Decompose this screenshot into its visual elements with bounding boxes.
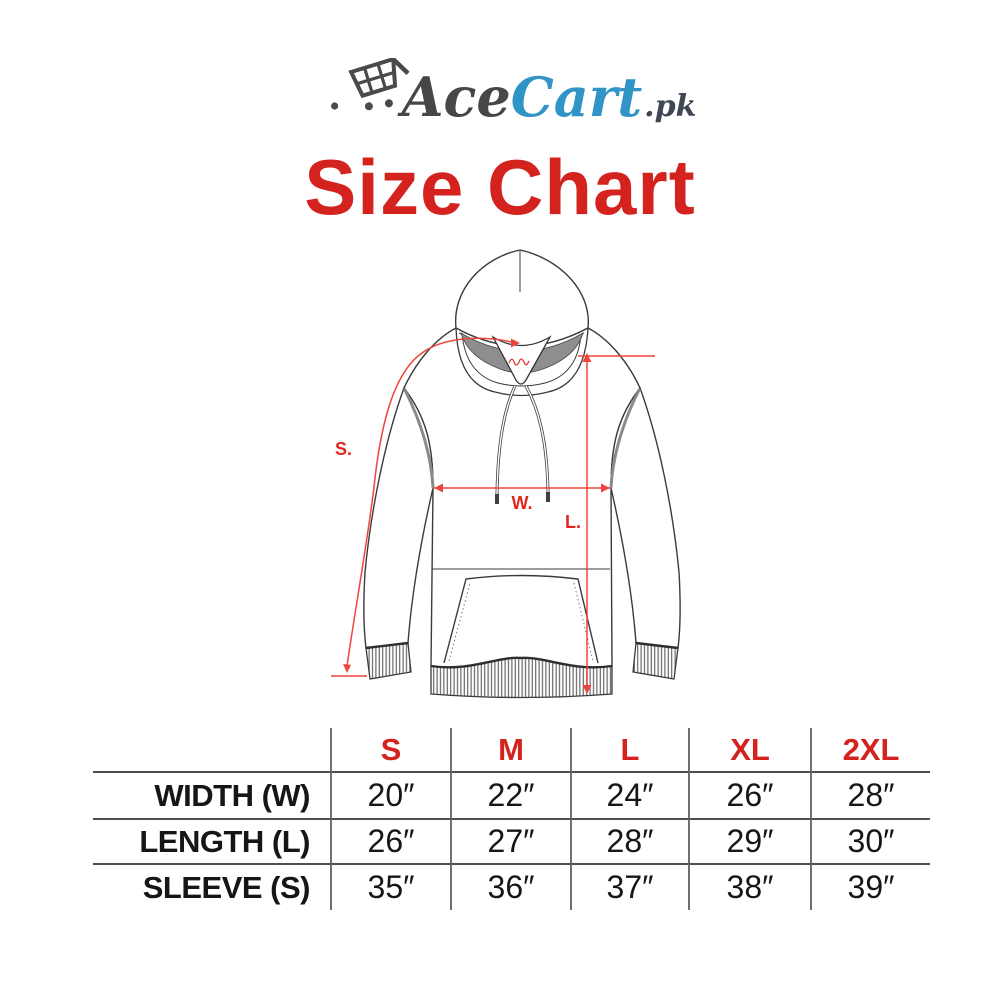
size-table: S M L XL 2XL WIDTH (W) 20″ 22″ 24″ 26″ 2… [93, 728, 930, 910]
table-cell: 35″ [332, 863, 452, 910]
hoodie-measurement-diagram: S. W. L. [331, 249, 681, 699]
table-cell: 39″ [812, 863, 930, 910]
row-label-sleeve: SLEEVE (S) [93, 863, 332, 910]
width-measure-label: W. [512, 493, 533, 513]
table-cell: 28″ [812, 771, 930, 818]
table-cell: 22″ [452, 771, 572, 818]
table-cell: 26″ [332, 818, 452, 863]
hoodie-drawstrings [495, 385, 550, 504]
brand-tld: .pk [644, 89, 697, 124]
table-cell: 30″ [812, 818, 930, 863]
col-header-2xl: 2XL [842, 731, 900, 767]
table-cell: 29″ [690, 818, 812, 863]
col-header-l: L [572, 728, 690, 771]
table-cell: 20″ [332, 771, 452, 818]
table-cell: 28″ [572, 818, 690, 863]
row-label-width: WIDTH (W) [93, 771, 332, 818]
measurement-lines [331, 337, 655, 694]
col-header-xl: XL [690, 728, 812, 771]
sleeve-measure-label: S. [335, 439, 352, 459]
table-cell: 24″ [572, 771, 690, 818]
row-label-length: LENGTH (L) [93, 818, 332, 863]
hoodie-ribbing [365, 641, 679, 699]
table-cell: 36″ [452, 863, 572, 910]
table-corner-cell [93, 728, 332, 771]
acecart-logo: Ace Cart .pk [328, 44, 696, 124]
col-header-s: S [332, 728, 452, 771]
table-cell: 27″ [452, 818, 572, 863]
brand-name-secondary: Cart [510, 65, 643, 129]
hoodie-hood [455, 249, 589, 504]
length-measure-label: L. [565, 512, 581, 532]
table-cell: 38″ [690, 863, 812, 910]
table-cell: 37″ [572, 863, 690, 910]
page-title: Size Chart [304, 143, 696, 231]
script-signature-tag [508, 358, 530, 366]
shopping-cart-icon [331, 58, 410, 111]
brand-name-primary: Ace [401, 65, 511, 129]
hoodie-body-outline [363, 327, 681, 669]
col-header-m: M [452, 728, 572, 771]
table-cell: 26″ [690, 771, 812, 818]
measurement-labels: S. W. L. [335, 439, 581, 532]
